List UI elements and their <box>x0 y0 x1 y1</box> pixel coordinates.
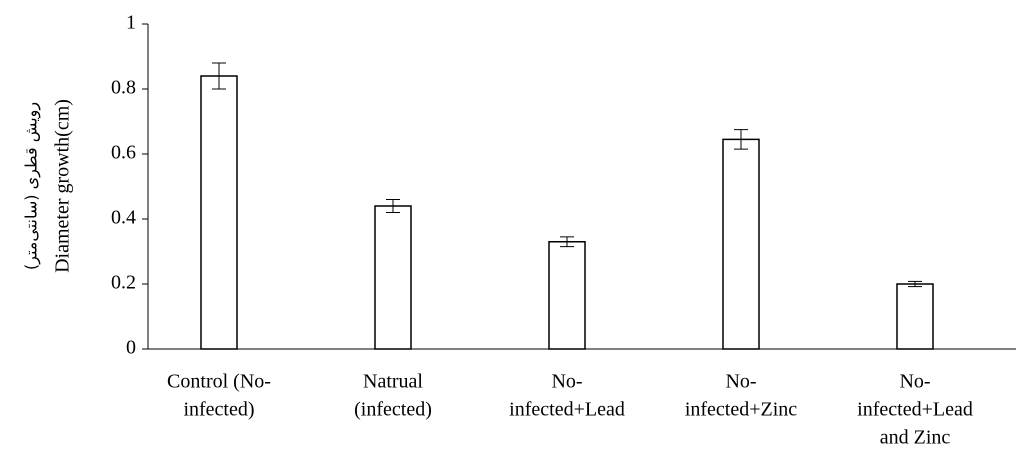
bar <box>200 75 238 350</box>
x-tick-label: infected+Lead <box>509 399 625 421</box>
x-tick-label: infected) <box>183 399 254 421</box>
y-tick-label: 0.4 <box>111 207 136 229</box>
x-tick-label: infected+Zinc <box>685 399 797 421</box>
y-tick-label: 1 <box>126 12 136 34</box>
x-tick-label: and Zinc <box>880 427 951 449</box>
x-tick-label: No- <box>899 371 930 393</box>
x-tick-label: No- <box>551 371 582 393</box>
x-tick-label: Natrual <box>363 371 423 393</box>
bar <box>374 205 412 350</box>
bar <box>548 241 586 350</box>
y-tick-label: 0.2 <box>111 272 136 294</box>
y-tick-label: 0 <box>126 337 136 359</box>
y-tick-label: 0.6 <box>111 142 136 164</box>
x-tick-label: No- <box>725 371 756 393</box>
y-axis-label: Diameter growth(cm) <box>52 99 74 273</box>
x-tick-label: Control (No- <box>167 371 271 393</box>
x-tick-label: infected+Lead <box>857 399 973 421</box>
bar <box>896 283 934 350</box>
y-tick-label: 0.8 <box>111 77 136 99</box>
y-axis-label: رویش قطری (سانتی‌متر) <box>22 102 42 270</box>
x-tick-label: (infected) <box>354 399 432 421</box>
bar <box>722 138 760 350</box>
